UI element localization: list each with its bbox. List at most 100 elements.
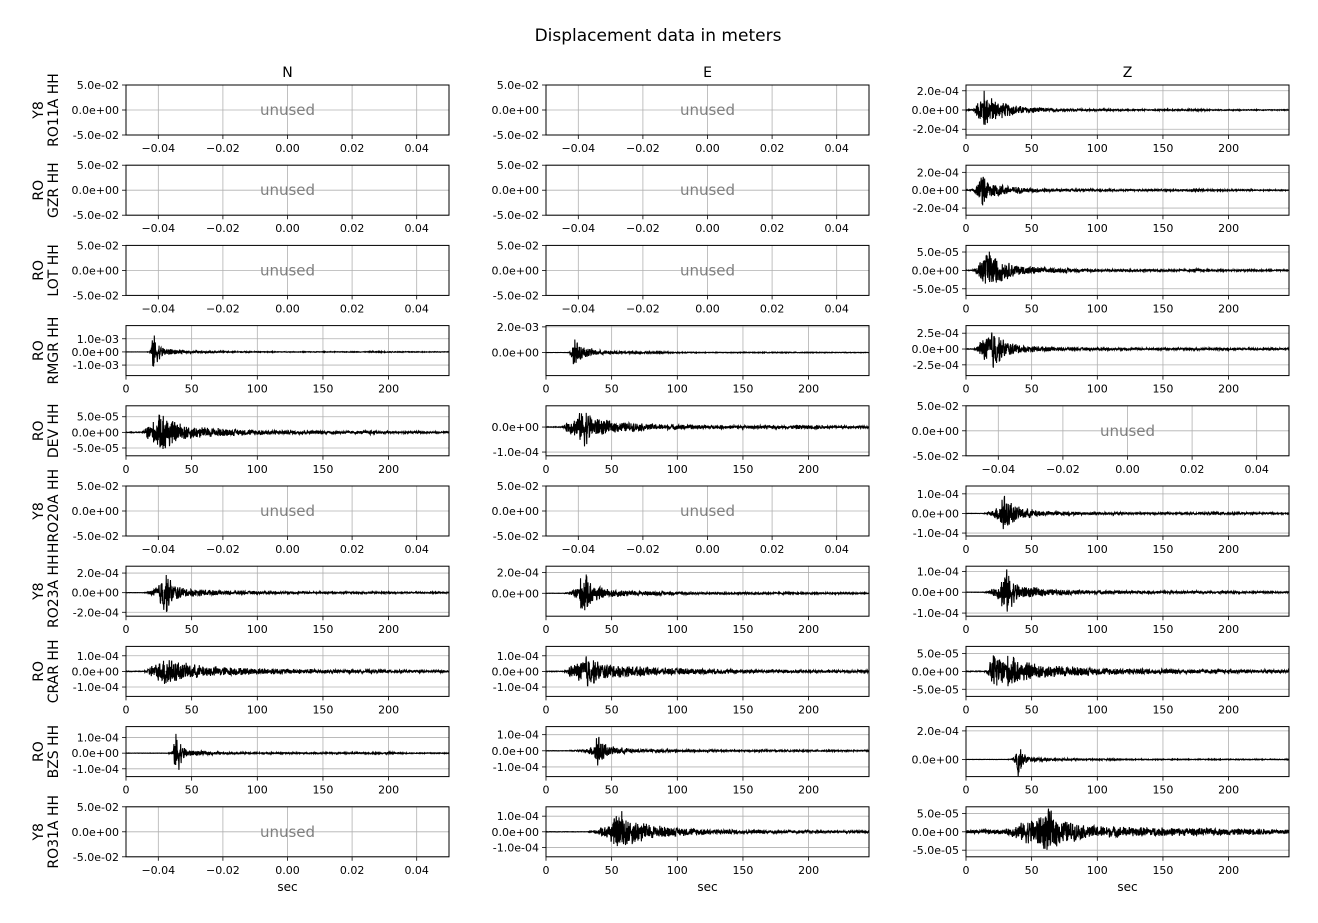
ytick-label: 0.0e+00 [492, 347, 539, 360]
xtick-label: 0.04 [824, 543, 849, 556]
x-axis-label: sec [697, 880, 717, 894]
xtick-label: 200 [798, 623, 819, 636]
axes-frame [965, 84, 1290, 136]
ytick-label: 0.0e+00 [912, 586, 959, 599]
xtick-label: 0.04 [404, 142, 429, 155]
ytick-label: 0.0e+00 [72, 346, 119, 359]
ytick-label: 5.0e-05 [77, 411, 119, 424]
xtick-label: 200 [378, 463, 399, 476]
unused-label: unused [680, 101, 735, 119]
ytick-label: 2.0e-04 [917, 85, 959, 98]
xtick-label: 200 [1218, 703, 1239, 716]
axes-frame [545, 164, 870, 216]
ytick-label: 0.0e+00 [72, 184, 119, 197]
xtick-label: 200 [1218, 864, 1239, 877]
ytick-label: -2.0e-04 [913, 202, 959, 215]
xtick-label: 50 [1025, 383, 1039, 396]
xtick-label: 100 [1087, 142, 1108, 155]
ytick-label: 1.0e-04 [497, 650, 539, 663]
xtick-label: 0.02 [760, 543, 785, 556]
ytick-label: 0.0e+00 [912, 343, 959, 356]
axes-frame [545, 84, 870, 136]
waveform-trace [125, 733, 450, 770]
ytick-label: 0.0e+00 [72, 426, 119, 439]
ytick-label: 0.0e+00 [492, 264, 539, 277]
waveform-trace [545, 574, 870, 611]
xtick-label: 0.00 [275, 864, 300, 877]
ytick-label: -1.0e-04 [913, 607, 959, 620]
xtick-label: −0.02 [206, 142, 240, 155]
xtick-label: 50 [1025, 302, 1039, 315]
xtick-label: 0 [543, 463, 550, 476]
ytick-label: 1.0e-04 [917, 565, 959, 578]
axes-frame [125, 244, 450, 296]
axes-frame [545, 806, 870, 858]
xtick-label: 0 [123, 463, 130, 476]
xtick-label: 150 [732, 383, 753, 396]
ytick-label: 0.0e+00 [72, 264, 119, 277]
xtick-label: 0.04 [404, 302, 429, 315]
xtick-label: 0.02 [340, 222, 365, 235]
xtick-label: 50 [185, 463, 199, 476]
xtick-label: 50 [605, 864, 619, 877]
ytick-label: 5.0e-02 [77, 480, 119, 493]
ytick-label: -5.0e-02 [493, 209, 539, 222]
xtick-label: 0.02 [760, 142, 785, 155]
xtick-label: 0.04 [824, 222, 849, 235]
xtick-label: 100 [1087, 222, 1108, 235]
xtick-label: 150 [312, 784, 333, 797]
row-label-ro11a: Y8RO11A HH [31, 73, 62, 147]
xtick-label: 0.02 [760, 302, 785, 315]
xtick-label: 200 [798, 463, 819, 476]
waveform-trace [125, 335, 450, 367]
axes-frame [545, 645, 870, 697]
ytick-label: -5.0e-02 [73, 851, 119, 864]
ytick-label: 2.0e-04 [497, 566, 539, 579]
waveform-trace [545, 656, 870, 687]
xtick-label: 0.02 [760, 222, 785, 235]
xtick-label: 50 [1025, 864, 1039, 877]
ytick-label: 0.0e+00 [72, 587, 119, 600]
xtick-label: 100 [667, 623, 688, 636]
xtick-label: 0 [123, 383, 130, 396]
ytick-label: 0.0e+00 [492, 587, 539, 600]
ytick-label: 5.0e-05 [917, 807, 959, 820]
ytick-label: 2.0e-04 [917, 725, 959, 738]
ytick-label: -5.0e-02 [73, 530, 119, 543]
ytick-label: 5.0e-02 [497, 159, 539, 172]
ytick-label: -2.5e-04 [913, 359, 959, 372]
ytick-label: -5.0e-02 [493, 289, 539, 302]
ytick-label: 5.0e-02 [917, 400, 959, 413]
xtick-label: 100 [667, 383, 688, 396]
ytick-label: -1.0e-04 [493, 681, 539, 694]
xtick-label: 150 [732, 864, 753, 877]
xtick-label: 0.00 [275, 142, 300, 155]
xtick-label: 150 [1152, 784, 1173, 797]
xtick-label: −0.04 [561, 543, 595, 556]
ytick-label: -5.0e-05 [913, 683, 959, 696]
xtick-label: 0 [543, 383, 550, 396]
xtick-label: −0.04 [141, 543, 175, 556]
ytick-label: 0.0e+00 [912, 264, 959, 277]
xtick-label: 0.04 [1244, 463, 1269, 476]
xtick-label: 50 [1025, 623, 1039, 636]
ytick-label: 1.0e-04 [497, 729, 539, 742]
ytick-label: 0.0e+00 [492, 665, 539, 678]
waveform-trace [545, 412, 870, 447]
xtick-label: 50 [185, 784, 199, 797]
unused-label: unused [260, 261, 315, 279]
xtick-label: 150 [1152, 222, 1173, 235]
xtick-label: 0.00 [1115, 463, 1140, 476]
xtick-label: −0.04 [141, 222, 175, 235]
xtick-label: 50 [605, 463, 619, 476]
xtick-label: −0.04 [141, 302, 175, 315]
xtick-label: 50 [1025, 222, 1039, 235]
ytick-label: -5.0e-02 [73, 129, 119, 142]
axes-frame [965, 164, 1290, 216]
xtick-label: 0.02 [340, 864, 365, 877]
ytick-label: -5.0e-02 [493, 129, 539, 142]
xtick-label: 0.00 [275, 543, 300, 556]
ytick-label: 2.0e-04 [77, 567, 119, 580]
xtick-label: 200 [1218, 222, 1239, 235]
xtick-label: −0.02 [206, 864, 240, 877]
